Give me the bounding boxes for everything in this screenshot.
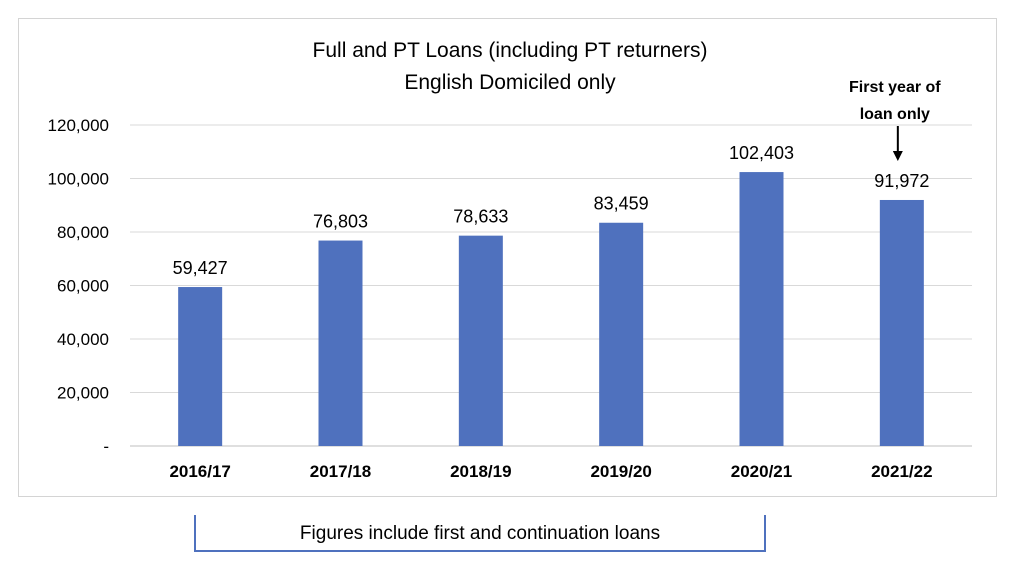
- x-tick-label: 2016/17: [169, 462, 230, 481]
- y-tick-label: 120,000: [48, 116, 109, 135]
- chart-title-line-2: English Domiciled only: [404, 71, 616, 94]
- data-label: 78,633: [453, 207, 508, 227]
- x-tick-label: 2019/20: [590, 462, 651, 481]
- y-axis-ticks: - 20,000 40,000 60,000 80,000 100,000 120,000: [48, 116, 109, 456]
- x-axis-ticks: 2016/17 2017/18 2018/19 2019/20 2020/21 2021/…: [169, 462, 932, 481]
- bar: [739, 172, 784, 447]
- annotation-text: First year of: [849, 79, 941, 96]
- annotation-text: loan only: [860, 106, 930, 123]
- chart-title-line-1: Full and PT Loans (including PT returner…: [313, 39, 708, 62]
- bar: [599, 222, 644, 446]
- y-tick-label: 40,000: [57, 330, 109, 349]
- data-label: 91,972: [874, 171, 929, 191]
- x-tick-label: 2017/18: [310, 462, 371, 481]
- y-tick-label: 20,000: [57, 384, 109, 403]
- y-tick-label: 60,000: [57, 277, 109, 296]
- bars: [178, 172, 924, 447]
- data-labels: 59,427 76,803 78,633 83,459 102,403 91,972: [173, 143, 930, 278]
- data-label: 102,403: [729, 143, 794, 163]
- bar: [879, 199, 924, 446]
- gridlines: [130, 124, 972, 447]
- chart-title: Full and PT Loans (including PT returner…: [313, 39, 708, 94]
- bar: [318, 240, 363, 446]
- data-label: 83,459: [594, 194, 649, 214]
- bar: [458, 235, 503, 446]
- footnote-bracket: [194, 515, 766, 552]
- footnote-text: Figures include first and continuation l…: [300, 523, 660, 544]
- y-tick-label: 100,000: [48, 170, 109, 189]
- data-label: 59,427: [173, 258, 228, 278]
- bar: [178, 287, 223, 446]
- footnote: Figures include first and continuation l…: [194, 515, 766, 552]
- x-tick-label: 2018/19: [450, 462, 511, 481]
- x-tick-label: 2020/21: [731, 462, 792, 481]
- y-tick-label: -: [103, 437, 109, 456]
- y-tick-label: 80,000: [57, 223, 109, 242]
- data-label: 76,803: [313, 212, 368, 232]
- annotation: First year of loan only: [849, 79, 941, 161]
- x-tick-label: 2021/22: [871, 462, 932, 481]
